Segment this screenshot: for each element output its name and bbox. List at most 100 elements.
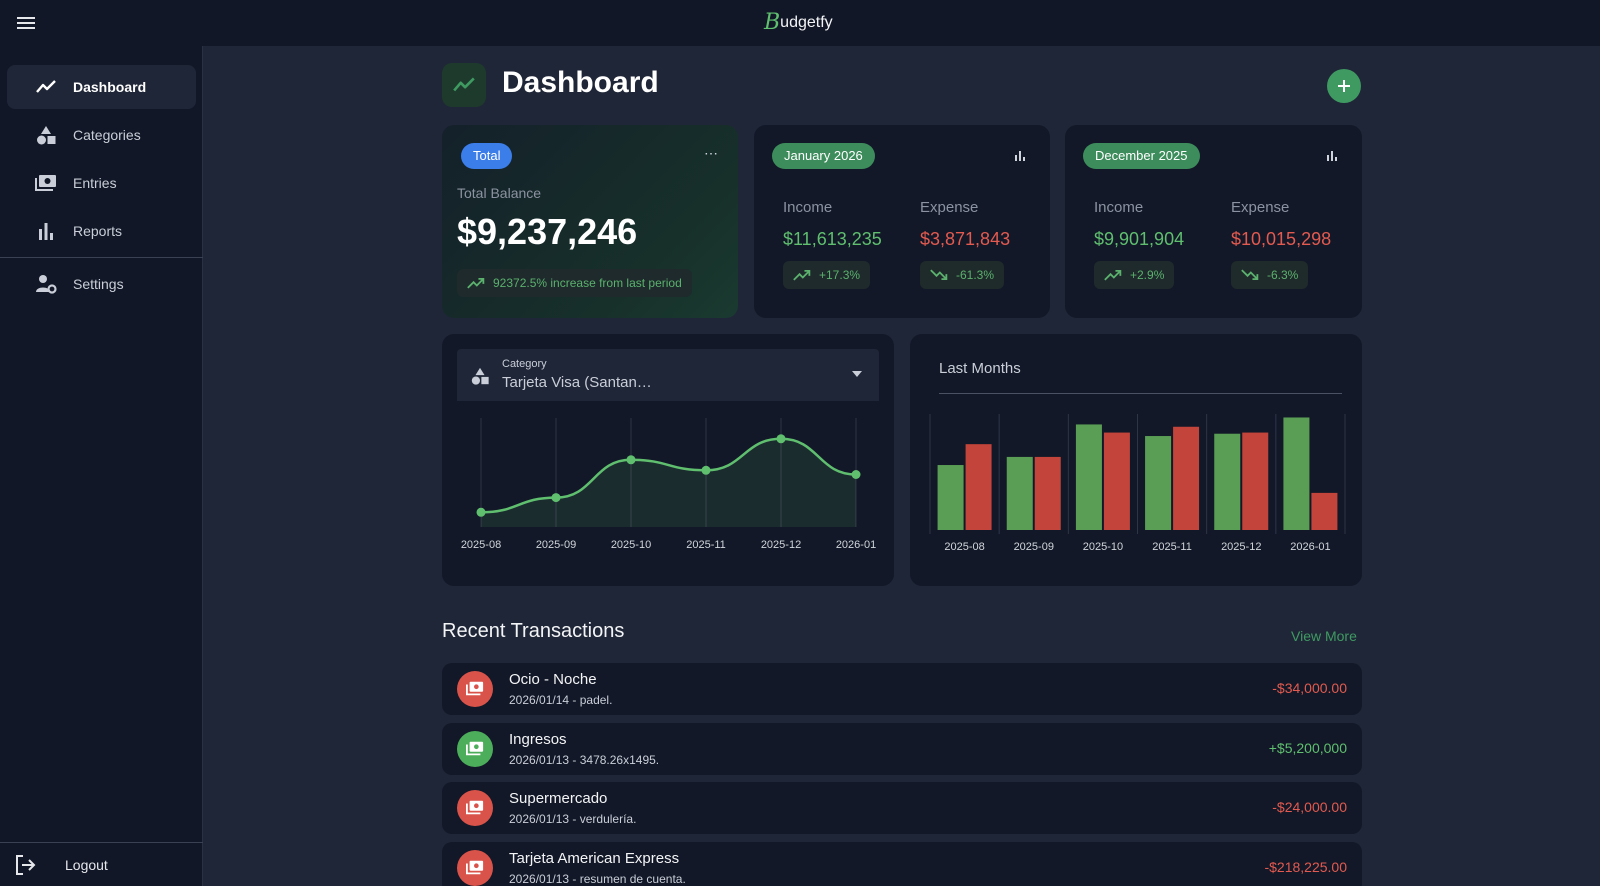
x-tick-label: 2025-11	[1152, 541, 1192, 553]
view-more-link[interactable]: View More	[1291, 628, 1357, 644]
cash-icon	[466, 800, 484, 815]
logout-label: Logout	[65, 856, 108, 873]
trend-down-icon	[930, 269, 948, 280]
expense-bar[interactable]	[965, 444, 992, 530]
data-point[interactable]	[626, 455, 636, 465]
transaction-amount: -$218,225.00	[1264, 859, 1347, 875]
cash-icon	[466, 681, 484, 696]
sidebar-item-dashboard[interactable]: Dashboard	[7, 65, 196, 109]
app-logo[interactable]: B udgetfy	[764, 10, 833, 35]
total-pill: Total	[461, 143, 513, 169]
transaction-row[interactable]: Supermercado 2026/01/13 - verdulería. -$…	[442, 782, 1362, 834]
income-change-text: +17.3%	[819, 268, 861, 282]
income-label: Income	[783, 199, 833, 216]
shapes-icon	[471, 367, 489, 385]
sidebar-item-label: Dashboard	[73, 79, 147, 95]
last-months-title: Last Months	[939, 360, 1021, 377]
expense-bar[interactable]	[1173, 426, 1200, 530]
add-entry-button[interactable]	[1327, 69, 1361, 103]
dashboard-header-icon	[442, 63, 486, 107]
expense-change-text: -6.3%	[1267, 268, 1299, 282]
transaction-avatar	[457, 671, 493, 707]
expense-bar[interactable]	[1242, 432, 1269, 530]
data-point[interactable]	[851, 470, 861, 479]
x-tick-label: 2025-12	[761, 539, 801, 551]
expense-bar[interactable]	[1311, 492, 1338, 530]
transaction-amount: +$5,200,000	[1268, 740, 1347, 756]
more-options-icon[interactable]: ⋯	[704, 145, 719, 161]
expense-value: $10,015,298	[1231, 229, 1332, 249]
logout-button[interactable]: Logout	[0, 843, 203, 886]
category-select-value: Tarjeta Visa (Santan…	[502, 374, 652, 391]
x-tick-label: 2026-01	[1290, 541, 1330, 553]
x-tick-label: 2025-08	[461, 539, 501, 551]
sidebar-item-label: Settings	[73, 276, 124, 292]
expense-label: Expense	[920, 199, 979, 216]
transaction-name: Tarjeta American Express	[509, 850, 680, 867]
transaction-row[interactable]: Ingresos 2026/01/13 - 3478.26x1495. +$5,…	[442, 723, 1362, 775]
transaction-row[interactable]: Tarjeta American Express 2026/01/13 - re…	[442, 842, 1362, 886]
bar-chart: 2025-08 2025-09 2025-10 2025-11 2025-12 2026-…	[929, 414, 1346, 553]
category-select[interactable]: Category Tarjeta Visa (Santan…	[457, 349, 879, 401]
income-bar[interactable]	[1145, 436, 1172, 530]
income-bar[interactable]	[937, 465, 964, 530]
expense-bar[interactable]	[1034, 456, 1061, 530]
bar-chart-icon[interactable]	[1014, 150, 1026, 162]
data-point[interactable]	[701, 465, 711, 475]
data-point[interactable]	[551, 493, 561, 503]
income-bar[interactable]	[1006, 456, 1033, 530]
x-tick-label: 2025-12	[1221, 541, 1261, 553]
income-bar[interactable]	[1283, 417, 1310, 530]
x-tick-label: 2025-11	[686, 539, 726, 551]
transaction-row[interactable]: Ocio - Noche 2026/01/14 - padel. -$34,00…	[442, 663, 1362, 715]
cash-icon	[35, 175, 56, 191]
transaction-name: Ocio - Noche	[509, 671, 597, 688]
cash-icon	[466, 860, 484, 875]
expense-change-text: -61.3%	[956, 268, 995, 282]
sidebar-item-settings[interactable]: Settings	[7, 262, 196, 306]
cash-icon	[466, 741, 484, 756]
total-balance-label: Total Balance	[457, 185, 542, 201]
trend-up-icon	[793, 270, 811, 281]
trend-line-icon	[453, 77, 475, 92]
month-card-january: January 2026 Income Expense $11,613,235 …	[754, 125, 1050, 318]
expense-change-chip: -61.3%	[920, 261, 1005, 289]
caret-down-icon	[852, 371, 862, 377]
transaction-amount: -$34,000.00	[1272, 680, 1347, 696]
top-bar: B udgetfy	[0, 0, 1600, 46]
transaction-details: 2026/01/13 - 3478.26x1495.	[509, 753, 660, 767]
trend-up-icon	[1104, 270, 1122, 281]
title-underline	[939, 393, 1342, 394]
series-line	[480, 437, 857, 514]
transaction-name: Supermercado	[509, 790, 608, 807]
month-card-december: December 2025 Income Expense $9,901,904 …	[1065, 125, 1362, 318]
sidebar-item-reports[interactable]: Reports	[7, 209, 196, 253]
plus-icon	[1338, 80, 1350, 92]
data-point[interactable]	[776, 434, 786, 444]
sidebar-item-label: Entries	[73, 175, 117, 191]
total-change-text: 92372.5% increase from last period	[493, 276, 682, 290]
sidebar-divider	[0, 842, 203, 843]
transaction-details: 2026/01/13 - resumen de cuenta.	[509, 872, 686, 886]
hamburger-menu-icon[interactable]	[16, 14, 36, 32]
area-fill	[481, 438, 856, 527]
category-select-label: Category	[502, 358, 547, 370]
sidebar-item-categories[interactable]: Categories	[7, 113, 196, 157]
transaction-avatar	[457, 790, 493, 826]
data-point[interactable]	[476, 507, 486, 517]
income-bar[interactable]	[1214, 433, 1241, 530]
sidebar-item-entries[interactable]: Entries	[7, 161, 196, 205]
expense-bar[interactable]	[1103, 432, 1130, 530]
transaction-details: 2026/01/14 - padel.	[509, 693, 613, 707]
income-label: Income	[1094, 199, 1144, 216]
expense-value: $3,871,843	[920, 229, 1011, 249]
x-tick-label: 2025-10	[1083, 541, 1123, 553]
income-bar[interactable]	[1075, 424, 1102, 530]
trend-up-icon	[467, 278, 485, 289]
bar-chart-icon[interactable]	[1326, 150, 1338, 162]
income-change-text: +2.9%	[1130, 268, 1165, 282]
month-pill: January 2026	[772, 143, 875, 169]
transaction-name: Ingresos	[509, 731, 567, 748]
shapes-icon	[37, 126, 56, 145]
page-title: Dashboard	[502, 66, 659, 99]
